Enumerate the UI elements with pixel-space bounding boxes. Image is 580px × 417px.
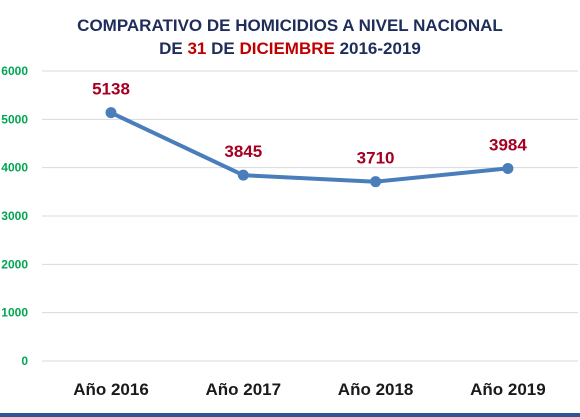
chart-title: COMPARATIVO DE HOMICIDIOS A NIVEL NACION… bbox=[0, 14, 580, 60]
data-label: 3710 bbox=[357, 149, 395, 168]
title-month: DICIEMBRE bbox=[239, 39, 335, 58]
data-point bbox=[502, 162, 514, 174]
x-tick-label: Año 2017 bbox=[206, 380, 282, 399]
title-mid: DE bbox=[206, 39, 240, 58]
y-tick-label: 4000 bbox=[1, 161, 28, 175]
title-day: 31 bbox=[187, 39, 207, 58]
y-tick-label: 2000 bbox=[1, 257, 28, 271]
data-label: 3984 bbox=[489, 135, 527, 154]
y-tick-label: 0 bbox=[21, 354, 28, 368]
bottom-border bbox=[0, 413, 580, 417]
data-label: 5138 bbox=[92, 80, 130, 99]
y-tick-label: 5000 bbox=[1, 112, 28, 126]
data-point bbox=[237, 169, 249, 181]
data-point bbox=[370, 176, 382, 188]
y-tick-label: 3000 bbox=[1, 209, 28, 223]
x-tick-label: Año 2016 bbox=[73, 380, 149, 399]
chart-title-line2: DE 31 DE DICIEMBRE 2016-2019 bbox=[0, 37, 580, 60]
data-label: 3845 bbox=[224, 142, 262, 161]
series-line bbox=[109, 110, 510, 184]
data-point bbox=[105, 107, 117, 119]
y-tick-label: 1000 bbox=[1, 306, 28, 320]
title-prefix: DE bbox=[159, 39, 188, 58]
x-tick-label: Año 2018 bbox=[338, 380, 414, 399]
x-tick-label: Año 2019 bbox=[470, 380, 546, 399]
title-suffix: 2016-2019 bbox=[334, 39, 421, 58]
chart-title-line1: COMPARATIVO DE HOMICIDIOS A NIVEL NACION… bbox=[77, 16, 503, 35]
y-tick-label: 6000 bbox=[1, 64, 28, 78]
